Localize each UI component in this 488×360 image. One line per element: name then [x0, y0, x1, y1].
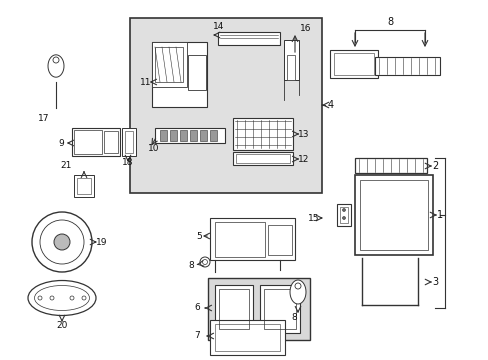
- Bar: [160, 130, 167, 141]
- Bar: [232, 152, 292, 165]
- Text: 19: 19: [96, 238, 107, 247]
- Bar: [104, 131, 118, 153]
- Text: 10: 10: [148, 144, 159, 153]
- Circle shape: [82, 296, 86, 300]
- Circle shape: [40, 220, 84, 264]
- Text: 3: 3: [431, 277, 437, 287]
- Bar: [152, 42, 206, 107]
- Bar: [200, 130, 206, 141]
- Ellipse shape: [28, 280, 96, 315]
- Polygon shape: [48, 55, 64, 77]
- Circle shape: [32, 212, 92, 272]
- Bar: [267, 225, 291, 255]
- Text: 5: 5: [196, 231, 202, 240]
- Bar: [209, 130, 217, 141]
- Bar: [284, 40, 298, 80]
- Text: 20: 20: [56, 320, 67, 329]
- Text: 6: 6: [194, 303, 200, 312]
- Bar: [232, 118, 292, 150]
- Circle shape: [50, 296, 54, 300]
- Bar: [333, 53, 373, 75]
- Text: 15: 15: [307, 213, 319, 222]
- Text: 13: 13: [297, 130, 309, 139]
- Bar: [130, 18, 321, 193]
- Bar: [180, 130, 186, 141]
- Text: 8: 8: [187, 261, 193, 270]
- Bar: [219, 289, 248, 329]
- Text: 2: 2: [431, 161, 437, 171]
- Bar: [122, 128, 136, 156]
- Bar: [215, 324, 280, 351]
- Bar: [354, 158, 426, 173]
- Bar: [329, 50, 377, 78]
- Bar: [374, 57, 439, 75]
- Text: 8: 8: [386, 17, 392, 27]
- Bar: [74, 130, 102, 154]
- Bar: [207, 278, 309, 340]
- Bar: [260, 285, 299, 333]
- Bar: [155, 128, 224, 143]
- Bar: [215, 285, 252, 333]
- Circle shape: [70, 296, 74, 300]
- Text: 7: 7: [194, 332, 200, 341]
- Bar: [190, 130, 197, 141]
- Bar: [170, 130, 177, 141]
- Bar: [125, 131, 133, 153]
- Text: 4: 4: [327, 100, 333, 110]
- Circle shape: [38, 296, 42, 300]
- Circle shape: [53, 57, 59, 63]
- Bar: [359, 180, 427, 250]
- Bar: [155, 47, 183, 82]
- Circle shape: [342, 216, 345, 220]
- Bar: [286, 55, 294, 80]
- Bar: [336, 204, 350, 226]
- Bar: [72, 128, 120, 156]
- Text: 21: 21: [60, 161, 72, 170]
- Bar: [218, 32, 280, 45]
- Circle shape: [202, 260, 207, 265]
- Text: 16: 16: [299, 23, 311, 32]
- Circle shape: [200, 257, 209, 267]
- Bar: [187, 55, 205, 90]
- Bar: [354, 175, 432, 255]
- Bar: [152, 42, 186, 87]
- Text: 18: 18: [122, 158, 134, 166]
- Bar: [209, 320, 285, 355]
- Circle shape: [294, 283, 301, 289]
- Text: 12: 12: [297, 154, 309, 163]
- Bar: [236, 154, 289, 163]
- Text: 8: 8: [290, 314, 296, 323]
- Bar: [74, 175, 94, 197]
- Text: 11: 11: [140, 77, 151, 86]
- Bar: [339, 207, 347, 223]
- Text: 17: 17: [38, 113, 50, 122]
- Bar: [77, 178, 91, 194]
- Text: 9: 9: [58, 139, 63, 148]
- Bar: [215, 222, 264, 257]
- Bar: [264, 289, 295, 329]
- Polygon shape: [289, 280, 305, 304]
- Bar: [209, 218, 294, 260]
- Circle shape: [342, 208, 345, 212]
- Text: 1: 1: [436, 210, 442, 220]
- Text: 14: 14: [213, 22, 224, 31]
- Circle shape: [54, 234, 70, 250]
- Ellipse shape: [35, 285, 89, 310]
